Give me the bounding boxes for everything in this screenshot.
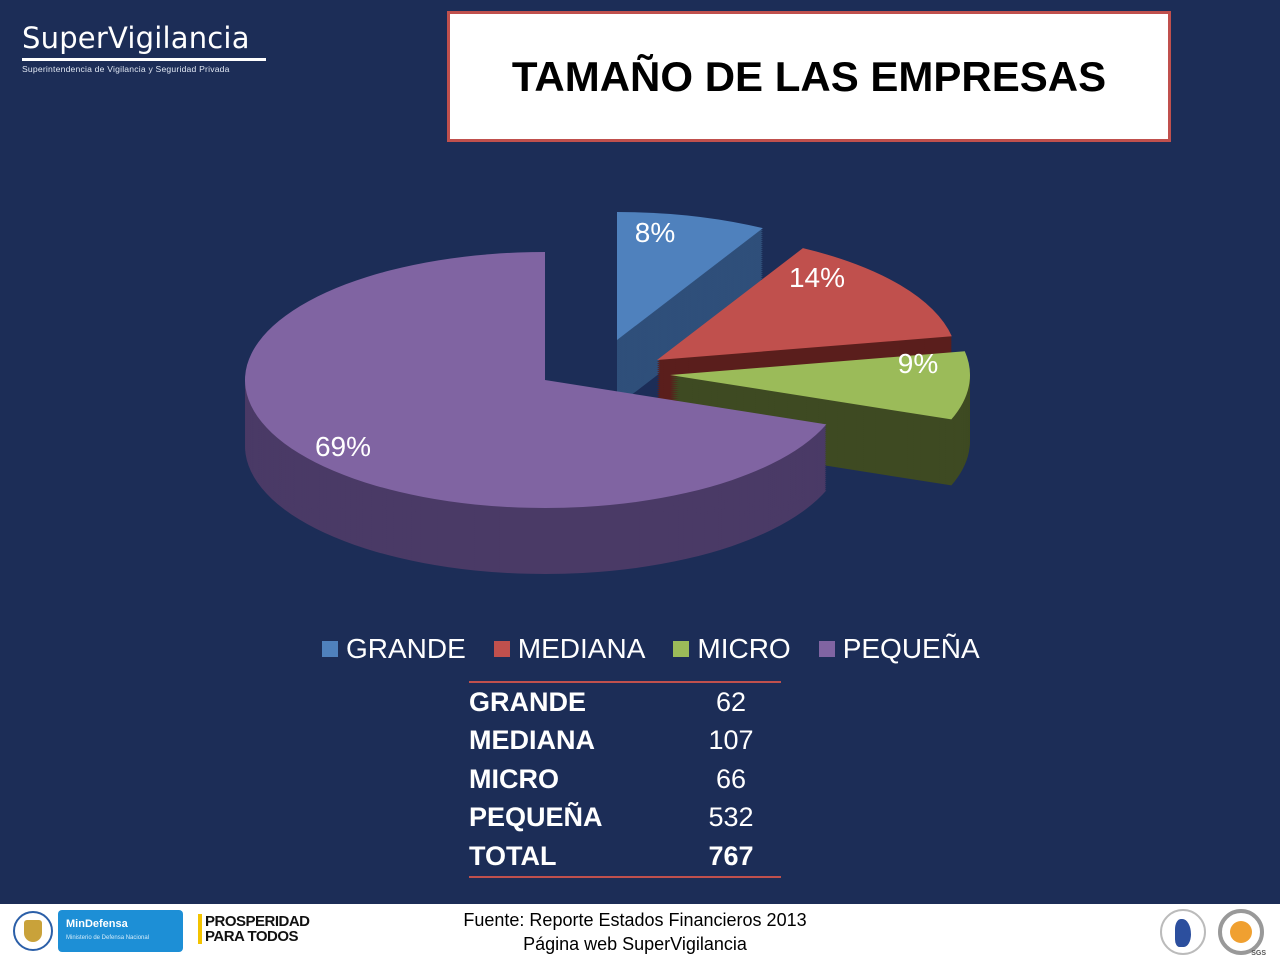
data-label: 9% [898, 348, 938, 379]
prosperidad-logo: PROSPERIDAD PARA TODOS [198, 914, 315, 944]
table-row: MEDIANA 107 [469, 722, 781, 761]
source-line-2: Página web SuperVigilancia [523, 934, 747, 954]
total-label: TOTAL [469, 840, 557, 871]
row-label: GRANDE [469, 686, 587, 717]
table-row-total: TOTAL 767 [469, 837, 781, 877]
sgs-certification-icon: SGS [1218, 909, 1266, 957]
page-title: TAMAÑO DE LAS EMPRESAS [511, 52, 1107, 100]
title-box: TAMAÑO DE LAS EMPRESAS [447, 11, 1171, 142]
pie-slice-grande [617, 212, 763, 340]
legend-item: MEDIANA [493, 633, 646, 665]
table-row: MICRO 66 [469, 760, 781, 799]
legend-item: GRANDE [322, 633, 466, 665]
row-label: PEQUEÑA [469, 802, 603, 833]
source-line-1: Fuente: Reporte Estados Financieros 2013 [463, 910, 807, 930]
footer: MinDefensa Ministerio de Defensa Naciona… [0, 904, 1280, 960]
data-label: 8% [635, 217, 675, 248]
legend-swatch [818, 641, 835, 657]
legend-swatch [493, 641, 510, 657]
legend: GRANDE MEDIANA MICRO PEQUEÑA [322, 633, 1008, 665]
legend-label: PEQUEÑA [842, 633, 980, 664]
pie-labels: 8% 14% 9% 69% [315, 217, 938, 462]
row-value: 66 [715, 763, 747, 794]
table-row: PEQUEÑA 532 [469, 799, 781, 838]
brand-subtitle: Superintendencia de Vigilancia y Segurid… [22, 64, 230, 74]
data-label: 69% [315, 431, 371, 462]
legend-label: MEDIANA [517, 633, 646, 664]
certification-seal-icon [1160, 909, 1206, 955]
mindefensa-sub: Ministerio de Defensa Nacional [66, 935, 150, 941]
mindefensa-name: MinDefensa [66, 918, 128, 930]
data-table: GRANDE 62 MEDIANA 107 MICRO 66 PEQUEÑA 532 TOTA… [469, 681, 781, 878]
legend-item: PEQUEÑA [818, 633, 980, 665]
legend-label: GRANDE [346, 633, 466, 664]
legend-item: MICRO [673, 633, 791, 665]
row-value: 107 [708, 725, 754, 756]
pie-tops [245, 212, 971, 508]
total-value: 767 [708, 840, 754, 871]
mindefensa-logo: MinDefensa Ministerio de Defensa Naciona… [10, 910, 183, 952]
pie-slice-micro [670, 351, 971, 420]
sgs-label: SGS [1251, 950, 1266, 957]
row-value: 532 [708, 802, 754, 833]
pie-chart: 8% 14% 9% 69% [245, 212, 971, 574]
colombia-seal-icon [13, 911, 53, 951]
legend-swatch [673, 641, 690, 657]
row-value: 62 [715, 686, 747, 717]
legend-label: MICRO [697, 633, 791, 664]
supervigilancia-logo: SuperVigilancia Superintendencia de Vigi… [22, 20, 266, 74]
pie-slice-pequeña [245, 252, 827, 508]
brand-name: SuperVigilancia [22, 21, 250, 55]
data-label: 14% [789, 262, 845, 293]
pie-slice-mediana [657, 248, 952, 360]
mindefensa-box: MinDefensa Ministerio de Defensa Naciona… [58, 910, 183, 952]
row-label: MICRO [469, 763, 559, 794]
legend-swatch [322, 641, 338, 657]
source-note: Fuente: Reporte Estados Financieros 2013… [0, 908, 1270, 956]
brand-divider [22, 58, 266, 61]
table-row: GRANDE 62 [469, 682, 781, 722]
row-label: MEDIANA [469, 725, 595, 756]
